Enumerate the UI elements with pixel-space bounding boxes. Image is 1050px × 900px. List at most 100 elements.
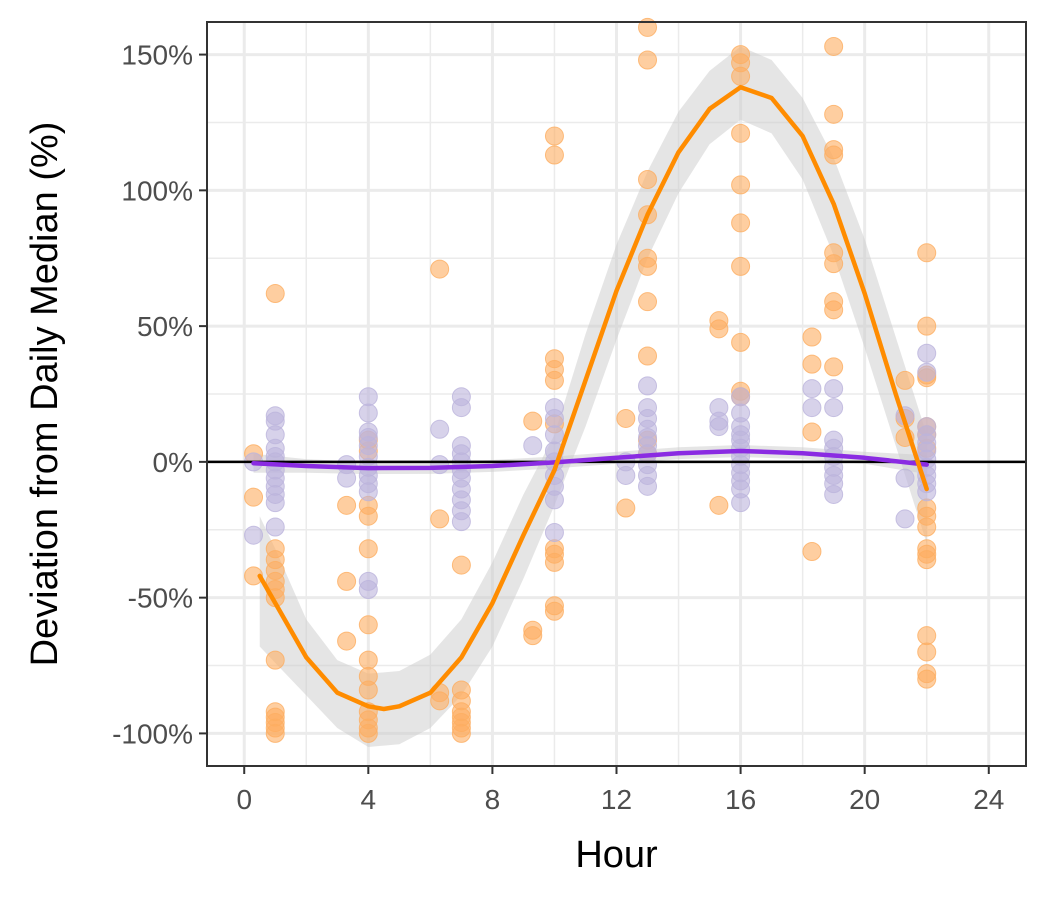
purple-data-point — [895, 509, 915, 529]
orange-data-point — [430, 259, 450, 279]
orange-data-point — [917, 669, 937, 689]
orange-data-point — [917, 642, 937, 662]
orange-data-point — [358, 680, 378, 700]
orange-data-point — [544, 145, 564, 165]
orange-data-point — [544, 370, 564, 390]
purple-data-point — [638, 376, 658, 396]
y-axis-title: Deviation from Daily Median (%) — [24, 122, 66, 667]
purple-data-point — [895, 468, 915, 488]
orange-data-point — [824, 300, 844, 320]
purple-data-point — [544, 490, 564, 510]
purple-data-point — [244, 525, 264, 545]
orange-data-point — [824, 357, 844, 377]
orange-data-point — [358, 539, 378, 559]
orange-data-point — [709, 319, 729, 339]
orange-confidence-ribbon — [259, 46, 927, 747]
purple-data-point — [917, 343, 937, 363]
orange-data-point — [638, 169, 658, 189]
orange-data-point — [544, 601, 564, 621]
orange-data-point — [731, 123, 751, 143]
purple-data-point — [451, 398, 471, 418]
orange-data-point — [523, 411, 543, 431]
orange-data-point — [523, 626, 543, 646]
orange-data-point — [638, 50, 658, 70]
orange-data-point — [802, 541, 822, 561]
orange-data-point — [358, 615, 378, 635]
y-tick-label: 100% — [121, 175, 193, 206]
orange-data-point — [917, 626, 937, 646]
x-axis-title: Hour — [575, 834, 658, 876]
x-tick-label: 8 — [485, 784, 501, 815]
orange-data-point — [337, 571, 357, 591]
orange-data-point — [337, 631, 357, 651]
orange-data-point — [731, 175, 751, 195]
x-axis-ticks: 0 4 8 12 16 20 24 — [236, 766, 1004, 815]
y-axis-ticks: -100% -50% 0% 50% 100% 150% — [112, 40, 207, 749]
purple-data-point — [358, 482, 378, 502]
orange-data-point — [895, 370, 915, 390]
orange-data-point — [731, 332, 751, 352]
orange-data-point — [731, 213, 751, 233]
orange-data-point — [544, 126, 564, 146]
orange-data-point — [802, 354, 822, 374]
orange-data-point — [638, 292, 658, 312]
y-tick-label: 150% — [121, 40, 193, 71]
y-tick-label: 50% — [137, 311, 193, 342]
orange-data-point — [616, 498, 636, 518]
orange-data-point — [451, 555, 471, 575]
purple-data-point — [358, 580, 378, 600]
orange-data-point — [244, 487, 264, 507]
orange-data-point — [638, 346, 658, 366]
x-tick-label: 16 — [725, 784, 756, 815]
orange-data-point — [917, 243, 937, 263]
orange-data-point — [824, 104, 844, 124]
purple-data-point — [709, 417, 729, 437]
purple-data-point — [731, 493, 751, 513]
purple-data-point — [824, 379, 844, 399]
orange-data-point — [544, 552, 564, 572]
orange-data-point — [265, 723, 285, 743]
y-tick-label: -50% — [128, 583, 193, 614]
data-points — [244, 17, 937, 743]
orange-data-point — [638, 256, 658, 276]
orange-data-point — [802, 327, 822, 347]
orange-data-point — [709, 495, 729, 515]
orange-data-point — [824, 145, 844, 165]
purple-data-point — [917, 362, 937, 382]
purple-data-point — [544, 408, 564, 428]
y-tick-label: 0% — [153, 447, 193, 478]
orange-smooth-line — [257, 84, 929, 712]
purple-data-point — [544, 522, 564, 542]
purple-data-point — [731, 387, 751, 407]
orange-data-point — [917, 550, 937, 570]
purple-smooth-line — [251, 448, 929, 471]
purple-data-point — [265, 517, 285, 537]
orange-data-point — [802, 422, 822, 442]
orange-data-point — [430, 691, 450, 711]
orange-data-point — [917, 316, 937, 336]
orange-data-point — [244, 566, 264, 586]
x-tick-label: 0 — [236, 784, 252, 815]
orange-data-point — [824, 36, 844, 56]
x-tick-label: 24 — [973, 784, 1004, 815]
orange-data-point — [358, 723, 378, 743]
orange-data-point — [265, 650, 285, 670]
purple-data-point — [430, 455, 450, 475]
purple-data-point — [616, 465, 636, 485]
purple-data-point — [824, 484, 844, 504]
purple-data-point — [430, 419, 450, 439]
orange-data-point — [731, 66, 751, 86]
orange-data-point — [451, 723, 471, 743]
purple-data-point — [802, 379, 822, 399]
purple-data-point — [358, 387, 378, 407]
x-tick-label: 12 — [601, 784, 632, 815]
orange-data-point — [430, 509, 450, 529]
purple-data-point — [265, 493, 285, 513]
smooth-lines — [251, 84, 929, 712]
y-tick-label: -100% — [112, 718, 193, 749]
orange-data-point — [824, 254, 844, 274]
purple-data-point — [824, 398, 844, 418]
purple-data-point — [337, 468, 357, 488]
purple-data-point — [358, 403, 378, 423]
